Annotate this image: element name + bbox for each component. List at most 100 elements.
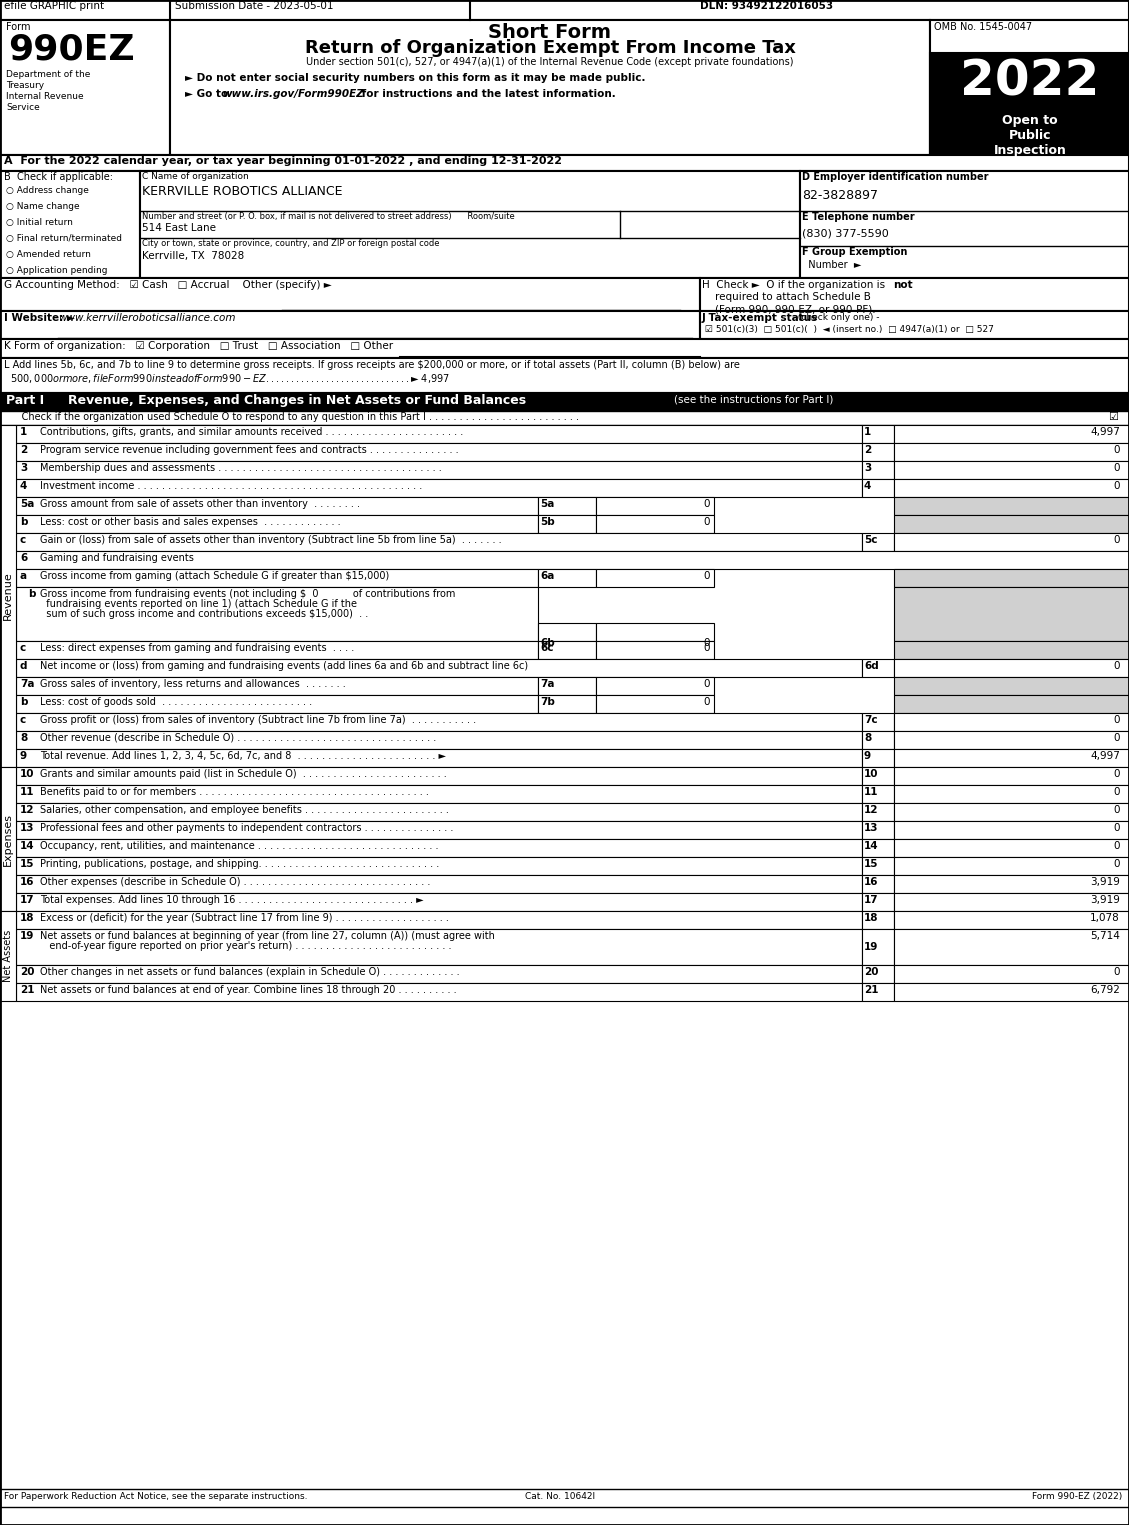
Text: b: b <box>20 517 27 528</box>
Bar <box>894 767 1129 785</box>
Bar <box>894 785 1129 804</box>
Text: H  Check ►  O if the organization is: H Check ► O if the organization is <box>702 281 889 290</box>
Text: Gaming and fundraising events: Gaming and fundraising events <box>40 554 194 563</box>
Text: 6: 6 <box>20 554 27 563</box>
Bar <box>894 425 1129 442</box>
Text: (830) 377-5590: (830) 377-5590 <box>802 229 889 238</box>
Text: Open to
Public
Inspection: Open to Public Inspection <box>994 114 1067 157</box>
Bar <box>894 749 1129 767</box>
Text: 0: 0 <box>1113 805 1120 814</box>
Text: 0: 0 <box>1113 734 1120 743</box>
Text: F Group Exemption: F Group Exemption <box>802 247 908 258</box>
Bar <box>863 804 894 820</box>
Text: ► Do not enter social security numbers on this form as it may be made public.: ► Do not enter social security numbers o… <box>185 73 646 82</box>
Text: $500,000 or more, file Form 990 instead of Form 990-EZ . . . . . . . . . . . . .: $500,000 or more, file Form 990 instead … <box>5 372 449 384</box>
Bar <box>16 569 539 587</box>
Text: 20: 20 <box>864 967 878 978</box>
Bar <box>16 515 539 534</box>
Text: Return of Organization Exempt From Income Tax: Return of Organization Exempt From Incom… <box>305 40 796 56</box>
Text: 10: 10 <box>864 769 878 779</box>
Text: (see the instructions for Part I): (see the instructions for Part I) <box>674 393 833 404</box>
Bar <box>16 820 863 839</box>
Text: Other expenses (describe in Schedule O) . . . . . . . . . . . . . . . . . . . . : Other expenses (describe in Schedule O) … <box>40 877 430 888</box>
Bar <box>863 910 894 929</box>
Bar <box>0 393 1129 412</box>
Text: fundraising events reported on line 1) (attach Schedule G if the: fundraising events reported on line 1) (… <box>40 599 357 608</box>
Bar <box>894 965 1129 984</box>
Text: (check only one) -: (check only one) - <box>795 313 879 322</box>
Text: 3: 3 <box>20 464 27 473</box>
Text: Professional fees and other payments to independent contractors . . . . . . . . : Professional fees and other payments to … <box>40 824 454 833</box>
Text: 7a: 7a <box>20 679 35 689</box>
Bar <box>894 820 1129 839</box>
Text: b: b <box>28 589 35 599</box>
Text: 19: 19 <box>864 942 878 952</box>
Bar <box>16 695 539 714</box>
Text: 0: 0 <box>703 644 710 653</box>
Text: 4: 4 <box>864 480 872 491</box>
Text: 6b: 6b <box>540 637 554 648</box>
Bar <box>863 749 894 767</box>
Bar <box>0 412 1129 425</box>
Text: sum of such gross income and contributions exceeds $15,000)  . .: sum of such gross income and contributio… <box>40 608 368 619</box>
Text: b: b <box>20 697 27 708</box>
Text: 0: 0 <box>1113 464 1120 473</box>
Text: 0: 0 <box>703 637 710 648</box>
Text: Salaries, other compensation, and employee benefits . . . . . . . . . . . . . . : Salaries, other compensation, and employ… <box>40 805 449 814</box>
Text: 0: 0 <box>703 697 710 708</box>
Text: 7b: 7b <box>540 697 554 708</box>
Text: Net Assets: Net Assets <box>3 930 14 982</box>
Bar <box>800 171 1129 278</box>
Bar <box>16 714 863 730</box>
Bar <box>596 640 714 659</box>
Text: Grants and similar amounts paid (list in Schedule O)  . . . . . . . . . . . . . : Grants and similar amounts paid (list in… <box>40 769 447 779</box>
Text: efile GRAPHIC print: efile GRAPHIC print <box>5 2 104 11</box>
Bar <box>894 659 1129 677</box>
Text: City or town, state or province, country, and ZIP or foreign postal code: City or town, state or province, country… <box>142 239 439 249</box>
Text: 7c: 7c <box>864 715 877 724</box>
Text: 11: 11 <box>864 787 878 798</box>
Text: 8: 8 <box>864 734 872 743</box>
Text: 5a: 5a <box>540 499 554 509</box>
Bar <box>140 171 800 278</box>
Text: 16: 16 <box>864 877 878 888</box>
Bar <box>863 785 894 804</box>
Text: ○ Application pending: ○ Application pending <box>6 265 107 274</box>
Bar <box>16 461 863 479</box>
Text: 14: 14 <box>864 840 878 851</box>
Bar <box>16 730 863 749</box>
Text: Revenue: Revenue <box>3 572 14 621</box>
Text: Department of the: Department of the <box>6 70 90 79</box>
Bar <box>539 695 596 714</box>
Bar <box>863 894 894 910</box>
Text: 0: 0 <box>1113 480 1120 491</box>
Bar <box>894 569 1129 587</box>
Text: 3: 3 <box>864 464 872 473</box>
Bar <box>894 442 1129 461</box>
Bar <box>863 965 894 984</box>
Text: Excess or (deficit) for the year (Subtract line 17 from line 9) . . . . . . . . : Excess or (deficit) for the year (Subtra… <box>40 913 449 923</box>
Bar <box>863 442 894 461</box>
Bar <box>863 767 894 785</box>
Text: 2022: 2022 <box>961 58 1100 107</box>
Text: 3,919: 3,919 <box>1091 895 1120 904</box>
Bar <box>16 749 863 767</box>
Text: Contributions, gifts, grants, and similar amounts received . . . . . . . . . . .: Contributions, gifts, grants, and simila… <box>40 427 463 438</box>
Bar <box>0 551 1129 569</box>
Bar <box>16 929 863 965</box>
Text: L Add lines 5b, 6c, and 7b to line 9 to determine gross receipts. If gross recei: L Add lines 5b, 6c, and 7b to line 9 to … <box>5 360 739 371</box>
Text: 7a: 7a <box>540 679 554 689</box>
Bar <box>16 984 863 1000</box>
Bar <box>863 730 894 749</box>
Text: 0: 0 <box>1113 660 1120 671</box>
Bar <box>0 910 16 1000</box>
Text: 0: 0 <box>703 679 710 689</box>
Text: Printing, publications, postage, and shipping. . . . . . . . . . . . . . . . . .: Printing, publications, postage, and shi… <box>40 859 439 869</box>
Bar <box>596 497 714 515</box>
Bar <box>170 20 930 156</box>
Text: 0: 0 <box>1113 824 1120 833</box>
Bar <box>863 875 894 894</box>
Text: Kerrville, TX  78028: Kerrville, TX 78028 <box>142 252 244 261</box>
Bar <box>539 677 596 695</box>
Text: Cat. No. 10642I: Cat. No. 10642I <box>525 1491 595 1501</box>
